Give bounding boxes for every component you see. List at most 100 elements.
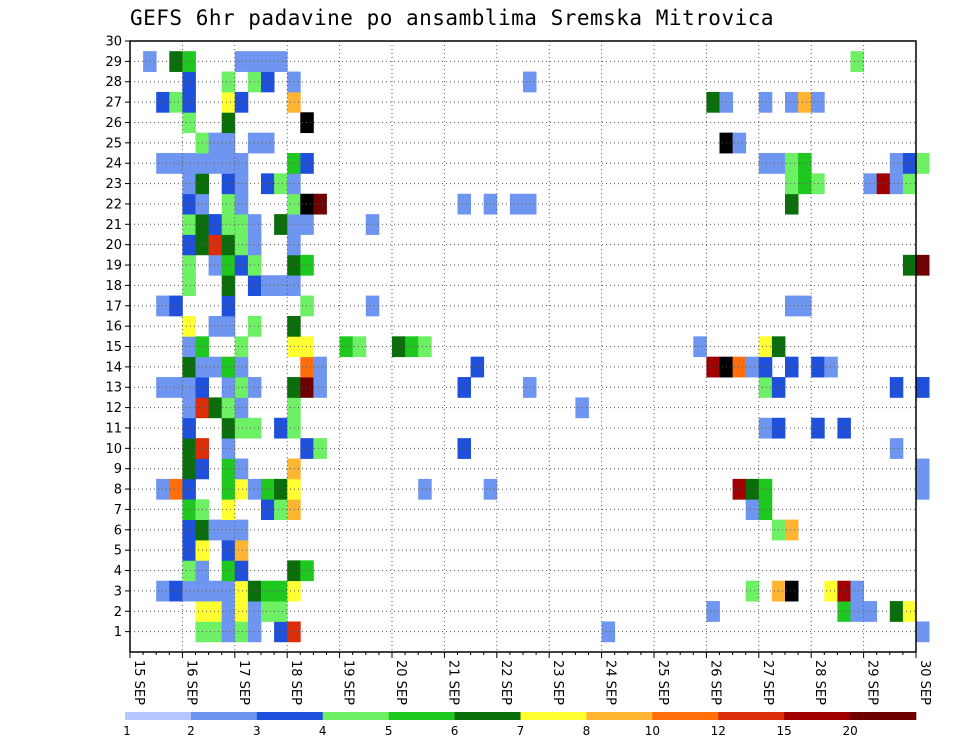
heatmap-cell (352, 336, 367, 358)
y-tick-label: 2 (114, 605, 122, 620)
legend-swatch (718, 712, 785, 720)
legend-label: 5 (385, 724, 393, 738)
heatmap-cell (234, 377, 249, 398)
y-tick-label: 9 (114, 462, 122, 477)
legend-label: 3 (253, 724, 261, 738)
y-tick-label: 13 (105, 381, 122, 396)
y-tick-label: 25 (105, 136, 122, 151)
x-tick-label: 30 SEP (917, 660, 932, 705)
heatmap-cell (221, 153, 236, 174)
heatmap-cell (234, 601, 249, 622)
heatmap-cell (758, 91, 773, 113)
y-tick-label: 17 (105, 299, 122, 314)
heatmap-cell (208, 621, 223, 643)
heatmap-cell (732, 356, 747, 378)
heatmap-cell (221, 397, 236, 419)
heatmap-cell (457, 377, 471, 398)
heatmap-cell (418, 336, 432, 358)
heatmap-cell (221, 539, 236, 561)
y-tick-label: 6 (114, 523, 122, 538)
heatmap-cell (287, 580, 301, 602)
heatmap-cell (182, 315, 196, 337)
heatmap-cell (234, 417, 249, 439)
heatmap-cell (274, 478, 288, 500)
heatmap-cell (208, 214, 223, 235)
heatmap-cell (182, 519, 196, 541)
x-tick-label: 24 SEP (603, 660, 618, 705)
legend-swatch (190, 712, 258, 720)
heatmap-cell (182, 193, 196, 215)
heatmap-cell (745, 580, 760, 602)
heatmap-cell (182, 336, 196, 358)
heatmap-cell (274, 601, 288, 622)
heatmap-cell (182, 417, 196, 439)
heatmap-cell (313, 193, 327, 215)
heatmap-cell (261, 132, 275, 154)
heatmap-cell (916, 621, 930, 643)
heatmap-cell (758, 417, 773, 439)
heatmap-cell (287, 336, 301, 358)
y-tick-label: 14 (105, 360, 122, 375)
heatmap-cell (732, 132, 747, 154)
heatmap-cell (221, 601, 236, 622)
heatmap-cell (274, 417, 288, 439)
heatmap-cell (850, 51, 864, 72)
heatmap-cell (221, 499, 236, 521)
heatmap-cell (261, 601, 275, 622)
heatmap-cell (287, 499, 301, 521)
heatmap-cell (300, 356, 314, 378)
heatmap-cell (470, 356, 485, 378)
heatmap-cell (287, 315, 301, 337)
legend-swatch (850, 712, 917, 720)
heatmap-cell (811, 356, 825, 378)
heatmap-cell (208, 153, 223, 174)
heatmap-cell (889, 153, 904, 174)
heatmap-cell (182, 214, 196, 235)
y-tick-label: 21 (105, 218, 122, 233)
heatmap-cell (287, 417, 301, 439)
heatmap-cell (208, 234, 223, 256)
y-tick-label: 10 (105, 442, 122, 457)
legend-label: 2 (187, 724, 195, 738)
heatmap-cell (221, 621, 236, 643)
y-tick-label: 29 (105, 55, 122, 70)
heatmap-cell (208, 397, 223, 419)
heatmap-cell (261, 478, 275, 500)
x-tick-label: 16 SEP (183, 660, 198, 705)
heatmap-cell (274, 173, 288, 195)
y-tick-label: 16 (105, 320, 122, 335)
heatmap-cell (300, 560, 314, 582)
heatmap-cell (287, 621, 301, 643)
heatmap-cell (234, 234, 249, 256)
heatmap-cell (706, 91, 720, 113)
heatmap-cell (221, 91, 236, 113)
legend-swatch (454, 712, 521, 720)
heatmap-cell (221, 478, 236, 500)
heatmap-cell (234, 214, 249, 235)
heatmap-cell (208, 356, 223, 378)
heatmap-cell (785, 193, 799, 215)
heatmap-cell (208, 315, 223, 337)
heatmap-cell (208, 132, 223, 154)
heatmap-cell (274, 580, 288, 602)
legend-swatch (784, 712, 851, 720)
heatmap-cell (313, 377, 327, 398)
heatmap-cell (745, 478, 760, 500)
heatmap-cell (182, 51, 196, 72)
x-tick-label: 23 SEP (550, 660, 565, 705)
heatmap-cell (287, 560, 301, 582)
heatmap-cell (182, 91, 196, 113)
heatmap-cell (234, 254, 249, 276)
heatmap-cell (313, 438, 327, 459)
heatmap-cell (261, 71, 275, 93)
heatmap-cell (902, 153, 917, 174)
heatmap-cell (785, 519, 799, 541)
heatmap-cell (876, 173, 891, 195)
heatmap-cell (182, 254, 196, 276)
heatmap-cell (261, 275, 275, 296)
heatmap-cell (300, 295, 314, 317)
x-tick-label: 27 SEP (760, 660, 775, 705)
heatmap-cell (234, 478, 249, 500)
heatmap-cell (182, 377, 196, 398)
legend-swatch (322, 712, 389, 720)
